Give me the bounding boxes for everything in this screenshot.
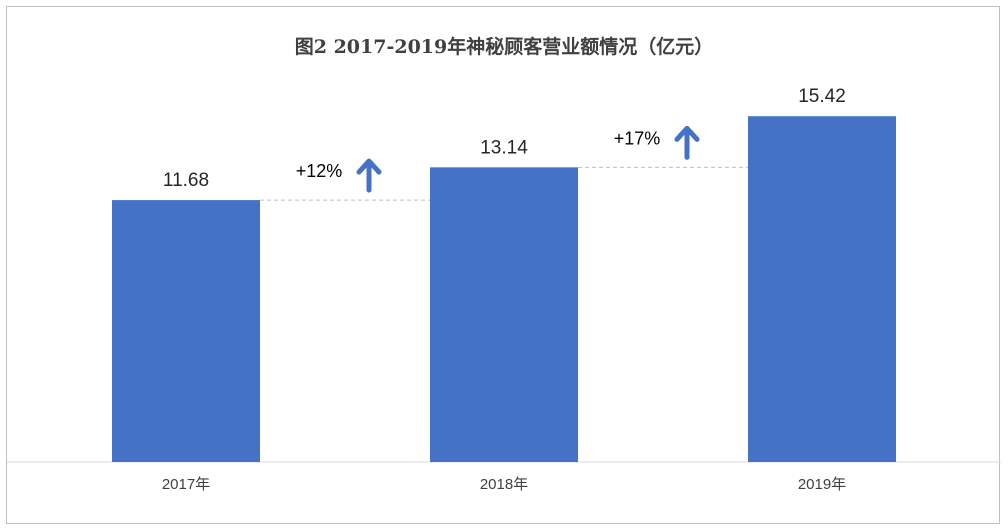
growth-label: +12% [296,161,343,181]
data-label: 13.14 [480,137,528,158]
chart-title: 图2 2017-2019年神秘顾客营业额情况（亿元） [295,35,713,58]
data-label: 15.42 [798,86,846,107]
x-tick-label: 2019年 [798,476,846,493]
plot-area: 11.68 2017年 13.14 2018年 15.42 2019年 +12% +17% [7,86,1001,493]
growth-label: +17% [614,128,661,148]
chart-frame: 图2 2017-2019年神秘顾客营业额情况（亿元） 11.68 2017年 13.… [6,6,1001,524]
bar [748,116,896,462]
data-label: 11.68 [163,170,209,191]
bar [112,200,260,463]
arrow-up-icon [356,158,382,193]
x-tick-label: 2018年 [480,476,528,493]
x-tick-label: 2017年 [162,476,210,493]
arrow-up-icon [674,125,700,160]
bar [430,167,578,462]
bar-chart: 图2 2017-2019年神秘顾客营业额情况（亿元） 11.68 2017年 13.… [7,35,1001,493]
